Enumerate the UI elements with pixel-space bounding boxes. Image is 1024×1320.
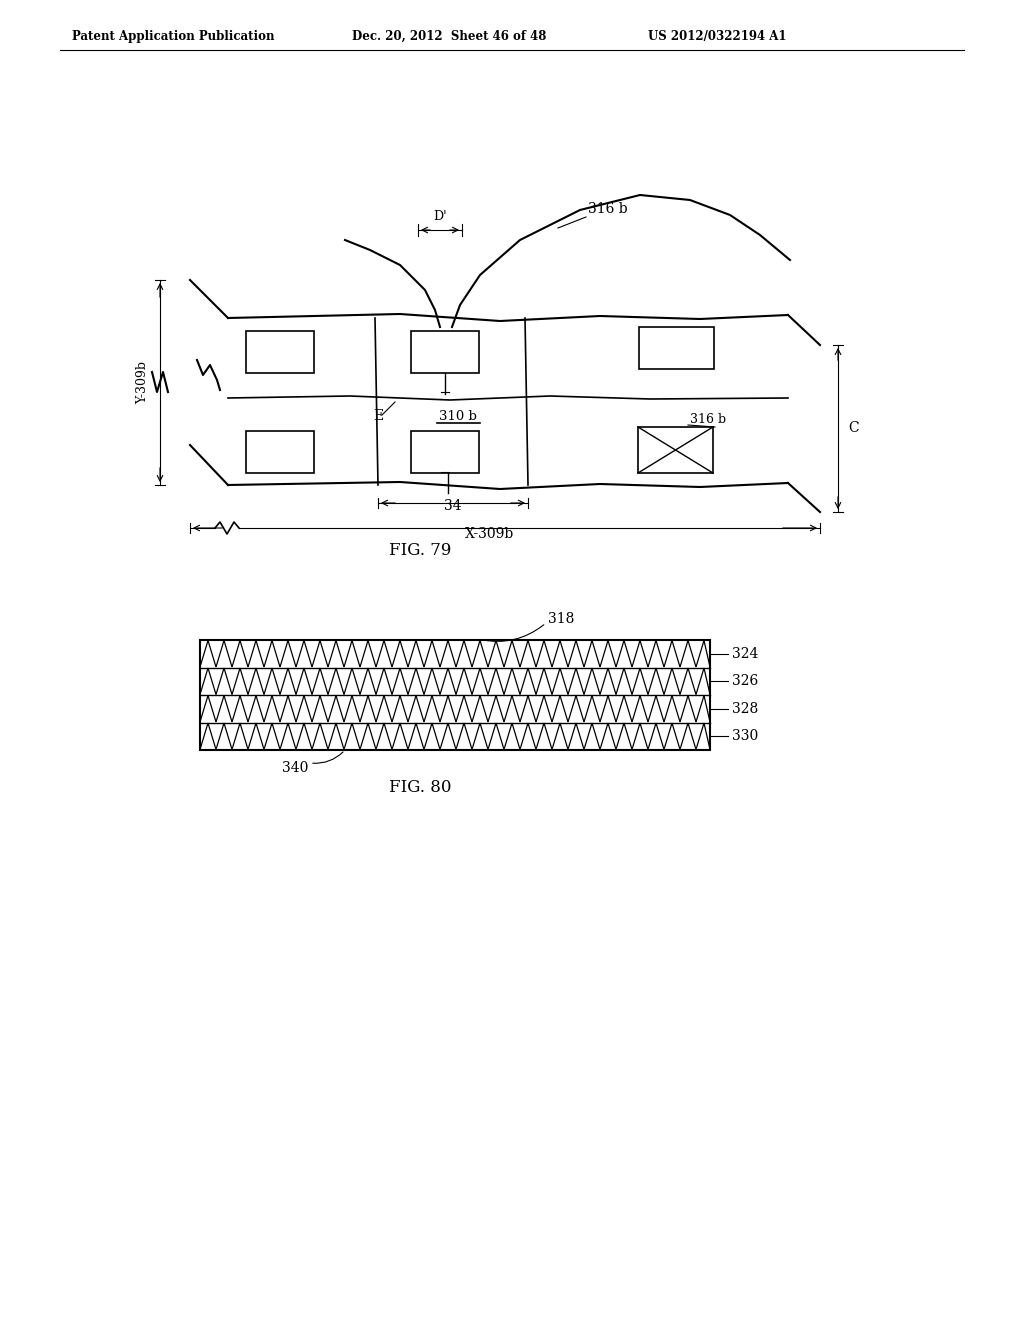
Text: Patent Application Publication: Patent Application Publication: [72, 30, 274, 44]
Bar: [638, 426, 713, 473]
Text: 328: 328: [732, 702, 758, 715]
Bar: [639, 327, 714, 370]
Text: C: C: [848, 421, 859, 436]
Text: Dec. 20, 2012  Sheet 46 of 48: Dec. 20, 2012 Sheet 46 of 48: [352, 30, 547, 44]
Text: 318: 318: [548, 612, 574, 626]
Text: 340: 340: [282, 762, 308, 775]
Text: 316 b: 316 b: [690, 413, 726, 426]
Bar: [246, 432, 314, 473]
Bar: [411, 432, 479, 473]
Text: 310 b: 310 b: [439, 411, 477, 422]
Text: 34: 34: [444, 499, 462, 513]
Bar: [411, 331, 479, 374]
Text: X-309b: X-309b: [465, 527, 515, 541]
Text: D': D': [433, 210, 446, 223]
Bar: [200, 640, 710, 750]
Bar: [246, 331, 314, 374]
Text: FIG. 79: FIG. 79: [389, 543, 452, 558]
Text: US 2012/0322194 A1: US 2012/0322194 A1: [648, 30, 786, 44]
Text: FIG. 80: FIG. 80: [389, 779, 452, 796]
Text: 324: 324: [732, 647, 759, 661]
Text: 330: 330: [732, 729, 758, 743]
Text: 316 b: 316 b: [588, 202, 628, 216]
Text: Y-309b: Y-309b: [136, 360, 150, 404]
Text: 326: 326: [732, 675, 758, 688]
Text: E: E: [373, 409, 383, 422]
